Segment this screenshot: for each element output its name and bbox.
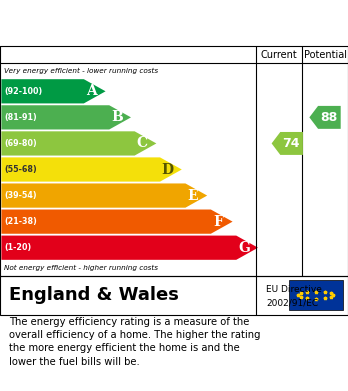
Text: EU Directive: EU Directive <box>266 285 322 294</box>
Text: (92-100): (92-100) <box>4 87 42 96</box>
Text: E: E <box>188 188 198 203</box>
Text: 88: 88 <box>320 111 337 124</box>
Text: (39-54): (39-54) <box>4 191 37 200</box>
Text: The energy efficiency rating is a measure of the
overall efficiency of a home. T: The energy efficiency rating is a measur… <box>9 317 260 367</box>
Polygon shape <box>271 132 303 155</box>
Text: B: B <box>111 110 123 124</box>
Text: (81-91): (81-91) <box>4 113 37 122</box>
Text: 74: 74 <box>282 137 300 150</box>
Text: C: C <box>137 136 148 151</box>
Text: F: F <box>214 215 223 229</box>
Text: Energy Efficiency Rating: Energy Efficiency Rating <box>10 16 232 30</box>
Text: (1-20): (1-20) <box>4 243 31 252</box>
Polygon shape <box>1 79 105 103</box>
Polygon shape <box>1 131 156 156</box>
Polygon shape <box>1 158 182 181</box>
Text: (69-80): (69-80) <box>4 139 37 148</box>
Polygon shape <box>1 236 258 260</box>
Text: G: G <box>238 241 250 255</box>
Text: Potential: Potential <box>303 50 347 60</box>
Polygon shape <box>1 183 207 208</box>
Text: A: A <box>86 84 97 98</box>
Polygon shape <box>1 105 131 129</box>
Text: Very energy efficient - lower running costs: Very energy efficient - lower running co… <box>4 68 158 74</box>
Polygon shape <box>1 210 232 234</box>
Text: (21-38): (21-38) <box>4 217 37 226</box>
Text: Current: Current <box>261 50 297 60</box>
Text: Not energy efficient - higher running costs: Not energy efficient - higher running co… <box>4 265 158 271</box>
Text: (55-68): (55-68) <box>4 165 37 174</box>
FancyBboxPatch shape <box>289 280 343 310</box>
Text: England & Wales: England & Wales <box>9 286 179 304</box>
Text: 2002/91/EC: 2002/91/EC <box>266 298 318 308</box>
Polygon shape <box>309 106 341 129</box>
Text: D: D <box>161 163 174 176</box>
